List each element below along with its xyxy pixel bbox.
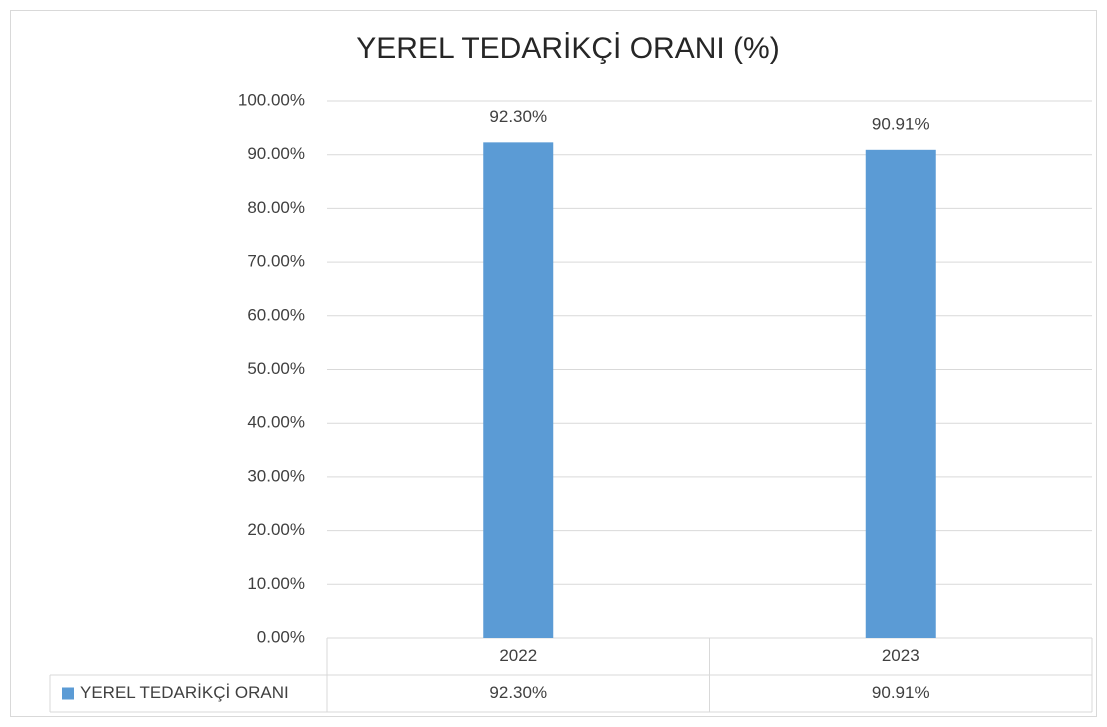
x-tick-label: 2022 [499, 646, 537, 665]
y-tick-label: 0.00% [257, 627, 305, 646]
y-tick-label: 30.00% [247, 466, 305, 485]
y-tick-label: 10.00% [247, 574, 305, 593]
y-tick-label: 20.00% [247, 520, 305, 539]
y-tick-label: 50.00% [247, 359, 305, 378]
bar [865, 149, 936, 638]
legend-label: YEREL TEDARİKÇİ ORANI [80, 683, 289, 702]
y-tick-label: 80.00% [247, 198, 305, 217]
bar [483, 142, 554, 638]
y-tick-label: 70.00% [247, 252, 305, 271]
y-tick-label: 60.00% [247, 305, 305, 324]
x-tick-label: 2023 [882, 646, 920, 665]
value-label: 92.30% [489, 107, 547, 126]
table-value: 92.30% [489, 683, 547, 702]
chart-title: YEREL TEDARİKÇİ ORANI (%) [356, 32, 779, 65]
value-label: 90.91% [872, 114, 930, 133]
y-tick-label: 90.00% [247, 144, 305, 163]
table-value: 90.91% [872, 683, 930, 702]
legend-key [62, 687, 74, 700]
y-tick-label: 40.00% [247, 413, 305, 432]
y-tick-label: 100.00% [238, 90, 305, 109]
